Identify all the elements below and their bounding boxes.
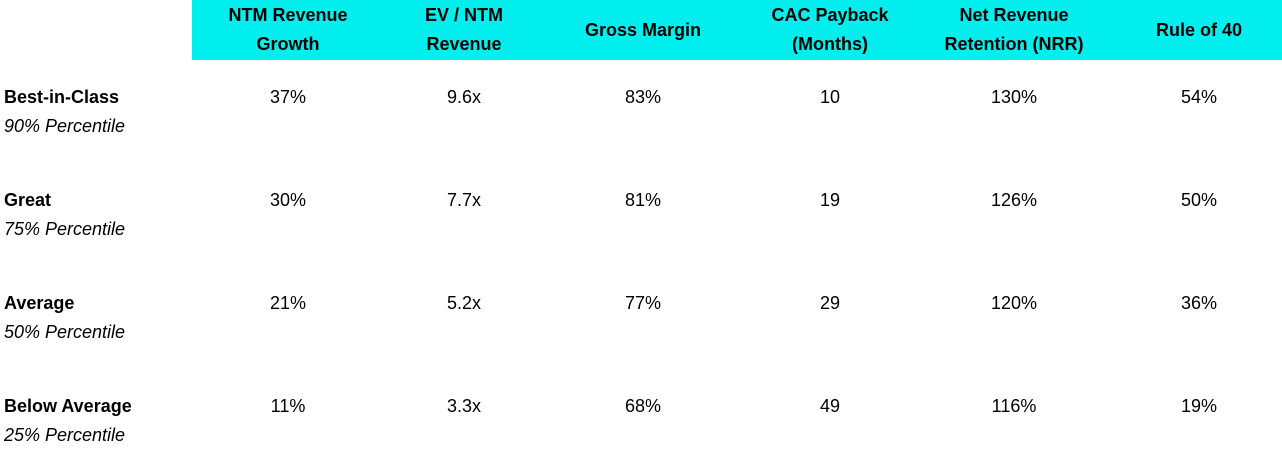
table-cell: 37%: [269, 87, 307, 107]
column-header: Net Revenue Retention (NRR): [944, 5, 1084, 54]
table-cell: 77%: [624, 293, 662, 313]
table-cell: 130%: [990, 87, 1038, 107]
table-cell: 81%: [624, 190, 662, 210]
table-cell: 54%: [1180, 87, 1218, 107]
table-cell: 116%: [991, 396, 1037, 416]
row-label: Average 50% Percentile: [4, 289, 125, 347]
table-cell: 21%: [269, 293, 307, 313]
row-label: Below Average 25% Percentile: [4, 392, 132, 450]
row-label: Great 75% Percentile: [4, 186, 125, 244]
row-percentile: 90% Percentile: [4, 116, 126, 136]
row-title: Great: [4, 190, 52, 210]
table-cell: 83%: [624, 87, 662, 107]
table-cell: 3.3x: [446, 396, 482, 416]
row-label: Best-in-Class 90% Percentile: [4, 83, 125, 141]
table-cell: 19: [819, 190, 841, 210]
column-header: NTM Revenue Growth: [228, 5, 348, 54]
table-cell: 10: [819, 87, 841, 107]
table-cell: 36%: [1180, 293, 1218, 313]
row-percentile: 50% Percentile: [4, 322, 126, 342]
column-header: CAC Payback (Months): [771, 5, 889, 54]
table-cell: 9.6x: [446, 87, 482, 107]
table-cell: 50%: [1180, 190, 1218, 210]
column-header: EV / NTM Revenue: [424, 5, 503, 54]
column-header: Gross Margin: [584, 19, 702, 40]
row-title: Best-in-Class: [4, 87, 120, 107]
row-percentile: 75% Percentile: [4, 219, 126, 239]
table-cell: 29: [819, 293, 841, 313]
header-band: [192, 0, 1282, 60]
table-cell: 19%: [1180, 396, 1218, 416]
table-cell: 7.7x: [446, 190, 482, 210]
row-title: Average: [4, 293, 75, 313]
row-title: Below Average: [4, 396, 132, 416]
table-cell: 68%: [624, 396, 662, 416]
table-cell: 30%: [269, 190, 307, 210]
column-header: Rule of 40: [1155, 19, 1243, 40]
table-cell: 5.2x: [446, 293, 482, 313]
table-cell: 11%: [270, 396, 306, 416]
table-cell: 126%: [990, 190, 1038, 210]
row-percentile: 25% Percentile: [4, 425, 126, 445]
table-cell: 49: [819, 396, 841, 416]
table-cell: 120%: [990, 293, 1038, 313]
